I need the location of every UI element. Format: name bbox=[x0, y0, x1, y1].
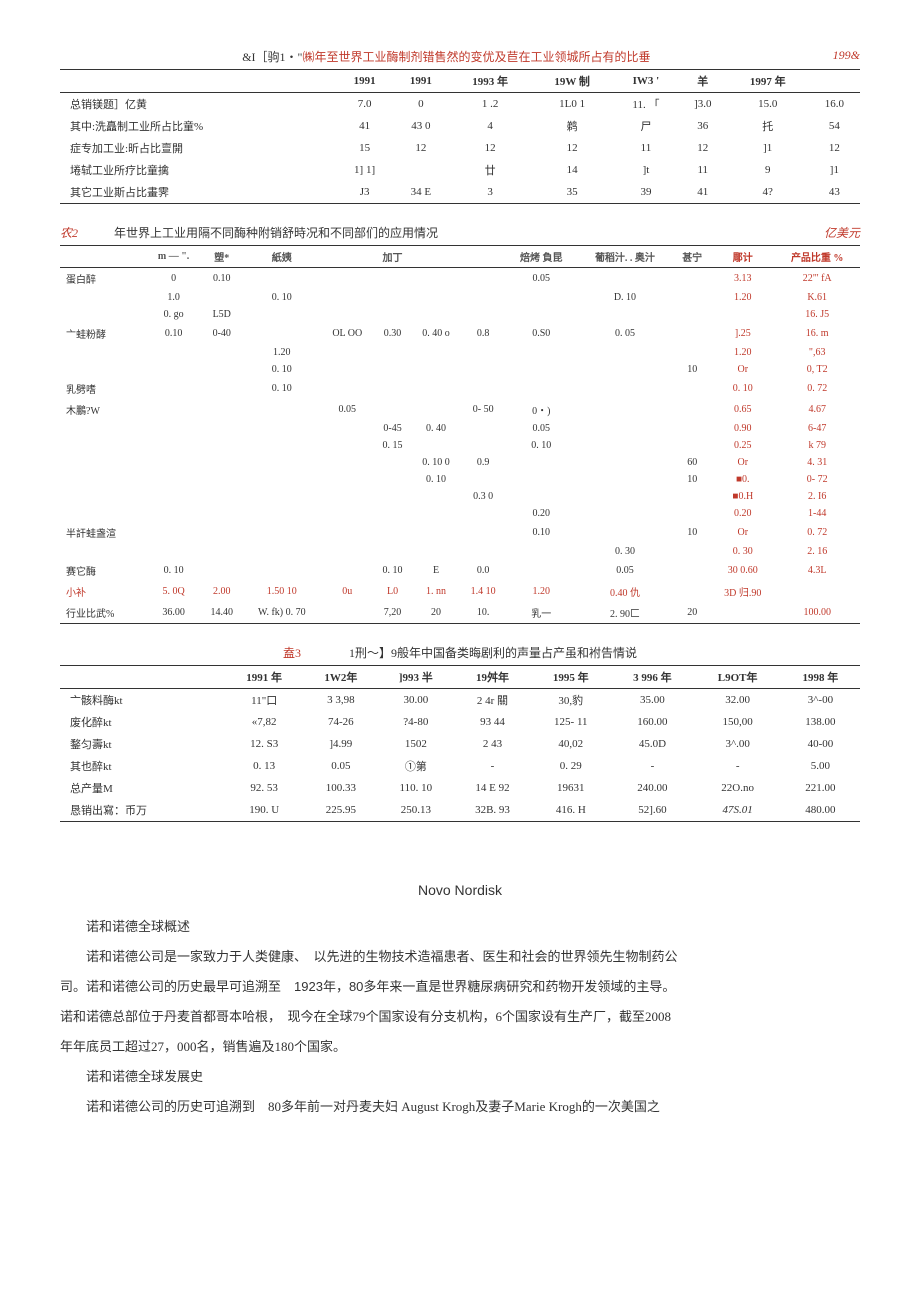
novo-nordisk-section: Novo Nordisk 诺和诺德全球概述 诺和诺德公司是一家致力于人类健康、 … bbox=[60, 882, 860, 1120]
nn-p5: 年年底员工超过27，000名，销售遍及180个国家。 bbox=[60, 1034, 860, 1060]
table2: m — ".塑*紙姨加丁焙烤 負昆葡稻汁. . 奥汁甚宁郮计产品比重 % 蛋白醉… bbox=[60, 245, 860, 624]
nn-p7: 诺和诺德公司的历史可追溯到 80多年前一对丹麦夫妇 August Krogh及妻… bbox=[60, 1094, 860, 1120]
nn-title: Novo Nordisk bbox=[60, 882, 860, 898]
nn-p4: 诺和诺德总部位于丹麦首都哥本哈根， 现今在全球79个国家设有分支机构，6个国家设… bbox=[60, 1004, 860, 1030]
nn-p1: 诺和诺德全球概述 bbox=[60, 914, 860, 940]
nn-p6: 诺和诺德全球发展史 bbox=[60, 1064, 860, 1090]
table2-title: 农2 年世界上工业用隔不同酶种附销舒時况和不同部们的应用情况 亿美元 bbox=[60, 224, 860, 241]
table1: 199119911993 年19W 制IW3 '羊1997 年 总销镁题］亿黄7… bbox=[60, 69, 860, 204]
table3-title: 盍3 1刑～】9般年中国备类晦剧利的声量占产虽和袝告情说 bbox=[60, 644, 860, 661]
nn-p2: 诺和诺德公司是一家致力于人类健康、 以先进的生物技术造福患者、医生和社会的世界领… bbox=[60, 944, 860, 970]
table1-title: &I［驹1・"㈱年至世界工业酶制剂错售然的变优及苣在工业领城所占有的比垂 199… bbox=[60, 48, 860, 65]
nn-p3: 司。诺和诺德公司的历史最早可追溯至 1923年，80多年来一直是世界糖尿病研究和… bbox=[60, 974, 860, 1000]
table3: 1991 年1W2年]993 半19舛年1995 年3 996 年L9OT年19… bbox=[60, 665, 860, 822]
